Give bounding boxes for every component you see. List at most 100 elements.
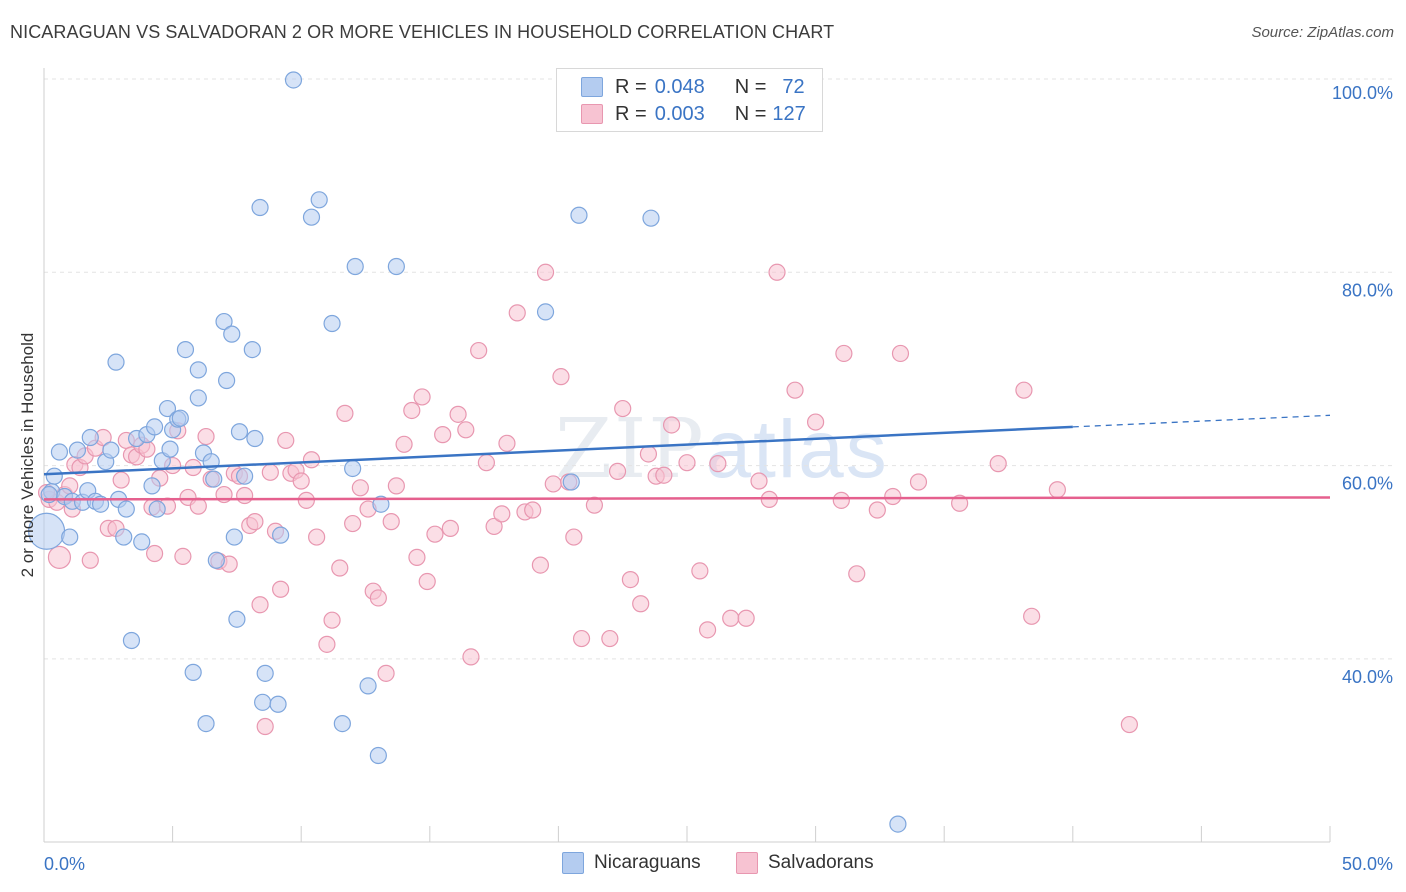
salvadorans-point: [1120, 715, 1138, 734]
y-tick-label: 100.0%: [1332, 83, 1393, 103]
salvadorans-point: [336, 404, 354, 422]
salvadorans-point: [848, 565, 866, 583]
salvadorans-point: [485, 517, 503, 536]
salvadorans-point: [197, 427, 215, 446]
nicaraguans-point: [148, 500, 166, 518]
salvadorans-point: [112, 471, 130, 489]
nicaraguans-point: [236, 467, 254, 485]
salvadorans-point: [621, 570, 640, 589]
salvadorans-point: [462, 648, 480, 666]
nicaraguans-point: [184, 663, 202, 681]
legend-item-salvadorans[interactable]: Salvadorans: [736, 852, 874, 874]
nicaraguans-point: [115, 528, 133, 546]
salvadorans-point: [47, 545, 72, 569]
salvadorans-point: [552, 368, 570, 386]
salvadorans-point: [691, 562, 709, 580]
salvadorans-point: [81, 551, 99, 569]
salvadorans-point: [403, 401, 421, 420]
salvadorans-point: [292, 472, 310, 490]
chart-title: NICARAGUAN VS SALVADORAN 2 OR MORE VEHIC…: [10, 22, 835, 42]
source-label: Source: ZipAtlas.com: [1251, 24, 1394, 41]
salvadorans-point: [737, 609, 755, 627]
n-value: 127: [772, 102, 806, 125]
salvadorans-point: [1023, 607, 1041, 625]
salvadorans-point: [891, 344, 910, 363]
nicaraguans-point: [246, 429, 264, 448]
salvadorans-point: [318, 635, 336, 653]
salvadorans-point: [835, 344, 853, 363]
salvadorans-point: [698, 621, 717, 639]
salvadorans-point: [331, 559, 349, 577]
salvadorans-point: [909, 473, 928, 491]
y-tick-label: 80.0%: [1342, 280, 1393, 300]
salvadorans-point: [531, 556, 549, 574]
salvadorans-point: [351, 479, 369, 497]
nicaraguans-point: [145, 418, 164, 436]
nicaraguans-trend-line: [43, 425, 1073, 476]
salvadorans-point: [246, 513, 264, 531]
nicaraguans-point: [302, 208, 321, 226]
salvadorans-point: [236, 486, 254, 505]
salvadorans-swatch: [581, 104, 603, 124]
salvadorans-point: [884, 487, 902, 506]
salvadorans-point: [344, 514, 362, 533]
salvadorans-point: [768, 263, 786, 281]
nicaraguans-point: [158, 399, 177, 418]
salvadorans-point: [277, 431, 295, 450]
nicaraguans-point: [223, 325, 241, 343]
nicaraguans-point: [256, 664, 274, 682]
salvadorans-point: [408, 548, 426, 566]
r-value: 0.003: [654, 102, 705, 125]
r-value: 0.048: [654, 75, 705, 98]
nicaraguans-point: [284, 71, 303, 89]
salvadorans-point: [1015, 381, 1033, 399]
salvadorans-point: [709, 455, 727, 473]
y-axis-label: 2 or more Vehicles in Household: [18, 332, 37, 578]
n-value: 72: [782, 75, 805, 98]
stats-row-nicaraguans: R = 0.048 N = 72: [581, 76, 805, 98]
salvadorans-point: [323, 611, 341, 629]
salvadorans-point: [387, 477, 405, 495]
stats-row-salvadorans: R = 0.003 N = 127: [581, 103, 806, 125]
salvadorans-point: [524, 501, 542, 519]
nicaraguans-point: [269, 695, 287, 713]
salvadorans-point: [189, 497, 207, 515]
salvadorans-point: [868, 501, 886, 519]
salvadorans-legend-swatch: [736, 852, 758, 874]
nicaraguans-point: [143, 477, 161, 495]
salvadorans-point: [297, 491, 315, 509]
salvadorans-point: [806, 413, 825, 431]
salvadorans-point: [639, 445, 658, 463]
nicaraguans-point: [230, 423, 249, 441]
nicaraguans-point: [45, 467, 63, 485]
nicaraguans-point: [50, 443, 69, 461]
salvadorans-point: [508, 304, 526, 322]
salvadorans-point: [750, 472, 768, 490]
nicaraguans-point: [251, 198, 269, 217]
nicaraguans-point: [346, 257, 364, 276]
nicaraguans-legend-swatch: [562, 852, 584, 874]
y-tick-label: 60.0%: [1342, 474, 1393, 494]
salvadorans-point: [662, 416, 681, 434]
legend-item-nicaraguans[interactable]: Nicaraguans: [562, 852, 701, 874]
watermark-atlas: atlas: [705, 404, 889, 495]
salvadorans-trend-line: [43, 496, 1331, 501]
nicaraguans-point: [372, 495, 390, 513]
salvadorans-point: [989, 455, 1007, 473]
salvadorans-point: [418, 572, 436, 591]
nicaraguans-point: [562, 473, 580, 491]
salvadorans-point: [493, 505, 511, 523]
salvadorans-point: [382, 513, 400, 531]
salvadorans-point: [608, 462, 627, 480]
salvadorans-point: [434, 426, 452, 444]
salvadorans-point: [786, 381, 804, 399]
nicaraguans-point: [205, 470, 223, 488]
nicaraguans-point: [102, 441, 120, 459]
x-tick-label: 50.0%: [1342, 854, 1393, 874]
nicaraguans-point: [570, 206, 588, 224]
nicaraguans-point: [387, 257, 405, 276]
salvadorans-point: [413, 388, 431, 406]
salvadorans-point: [498, 434, 516, 452]
nicaraguans-point: [889, 815, 907, 833]
salvadorans-point: [572, 629, 591, 648]
